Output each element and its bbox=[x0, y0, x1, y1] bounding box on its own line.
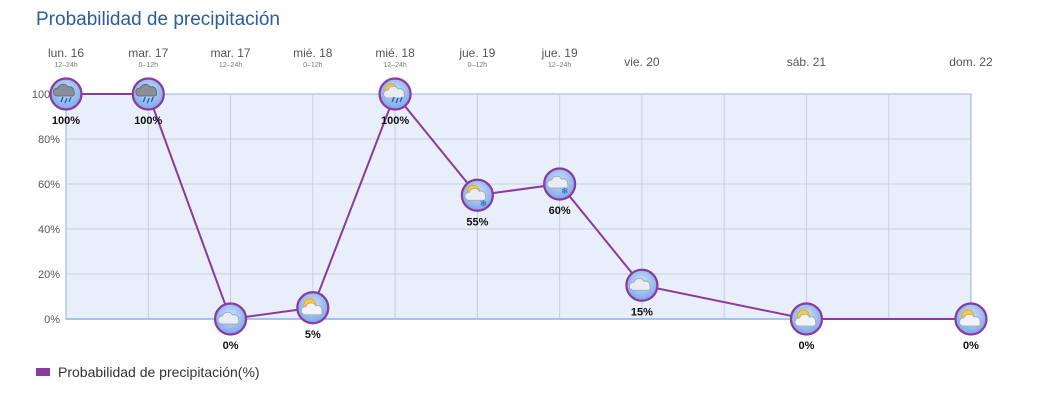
y-tick-label: 20% bbox=[38, 269, 60, 281]
x-tick-label: mar. 17 bbox=[128, 46, 168, 60]
x-tick-label: vie. 20 bbox=[624, 55, 660, 69]
svg-text:❄: ❄ bbox=[561, 187, 569, 197]
data-label: 5% bbox=[305, 329, 321, 341]
data-label: 15% bbox=[631, 306, 653, 318]
data-point[interactable] bbox=[378, 77, 412, 111]
x-tick-label: mié. 18 bbox=[375, 46, 415, 60]
x-tick-label: jue. 19 bbox=[541, 46, 578, 60]
sun-rain-cloud-icon bbox=[383, 83, 405, 104]
data-point[interactable] bbox=[296, 291, 330, 325]
data-label: 0% bbox=[798, 340, 814, 352]
x-tick-period: 0–12h bbox=[468, 62, 488, 69]
x-tick-period: 12–24h bbox=[219, 62, 242, 69]
data-label: 100% bbox=[381, 115, 409, 127]
x-tick-period: 12–24h bbox=[548, 62, 571, 69]
x-tick-period: 0–12h bbox=[139, 62, 159, 69]
chart-title: Probabilidad de precipitación bbox=[36, 9, 280, 30]
cloud-icon bbox=[217, 311, 240, 325]
x-tick-period: 12–24h bbox=[383, 62, 406, 69]
data-point[interactable]: ❄ bbox=[543, 167, 577, 201]
sun-cloud-icon bbox=[794, 309, 817, 327]
data-label: 0% bbox=[223, 340, 239, 352]
rain-cloud-icon bbox=[135, 83, 158, 104]
x-tick-period: 12–24h bbox=[54, 62, 77, 69]
cloud-icon bbox=[628, 278, 651, 291]
rain-cloud-icon bbox=[53, 83, 75, 104]
data-point[interactable] bbox=[131, 77, 165, 111]
x-tick-label: sáb. 21 bbox=[787, 55, 827, 69]
chart-legend[interactable]: Probabilidad de precipitación(%) bbox=[36, 364, 260, 380]
data-point[interactable] bbox=[789, 302, 824, 336]
sun-cloud-icon bbox=[300, 298, 323, 316]
y-tick-label: 60% bbox=[38, 179, 60, 191]
snow-cloud-icon: ❄ bbox=[546, 175, 569, 197]
data-label: 60% bbox=[549, 205, 571, 217]
data-point[interactable] bbox=[625, 268, 659, 302]
data-point[interactable] bbox=[213, 302, 248, 336]
data-point[interactable]: ❄ bbox=[460, 178, 494, 212]
sun-snow-cloud-icon: ❄ bbox=[464, 184, 488, 209]
x-tick-label: jue. 19 bbox=[458, 46, 495, 60]
data-label: 100% bbox=[52, 115, 80, 127]
legend-label: Probabilidad de precipitación(%) bbox=[58, 364, 260, 380]
x-tick-label: dom. 22 bbox=[949, 55, 993, 69]
data-point[interactable] bbox=[49, 77, 83, 111]
data-point[interactable] bbox=[954, 302, 988, 336]
x-tick-label: mar. 17 bbox=[211, 46, 251, 60]
y-tick-label: 40% bbox=[38, 224, 60, 236]
y-tick-label: 80% bbox=[38, 134, 60, 146]
x-tick-period: 0–12h bbox=[303, 62, 323, 69]
series-line bbox=[66, 92, 971, 321]
x-tick-label: lun. 16 bbox=[48, 46, 84, 60]
y-tick-label: 0% bbox=[44, 314, 60, 326]
data-label: 100% bbox=[134, 115, 162, 127]
legend-swatch bbox=[36, 368, 50, 376]
plot-area bbox=[65, 93, 972, 320]
x-tick-label: mié. 18 bbox=[293, 46, 333, 60]
sun-cloud-icon bbox=[959, 309, 981, 327]
data-label: 0% bbox=[963, 340, 979, 352]
data-label: 55% bbox=[466, 216, 488, 228]
svg-text:❄: ❄ bbox=[480, 199, 488, 209]
